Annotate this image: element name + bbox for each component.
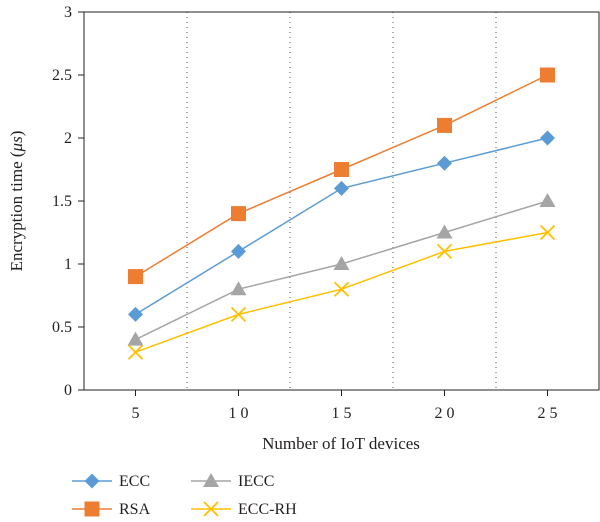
data-point <box>436 224 453 239</box>
y-axis-label: Encryption time (μs) <box>7 131 26 272</box>
data-point <box>333 256 350 270</box>
data-point <box>540 130 555 146</box>
x-tick-label: 5 <box>132 405 140 422</box>
series-line <box>135 200 548 341</box>
legend-label: ECC <box>119 473 150 490</box>
legend-label: IECC <box>238 473 274 490</box>
legend-swatch-marker <box>203 501 219 517</box>
x-axis: 5 1 0 1 5 2 0 2 5 <box>132 390 558 422</box>
legend-swatch-marker <box>84 501 100 517</box>
legend-item-rsa: RSA <box>72 501 151 518</box>
data-point <box>127 344 144 360</box>
data-point <box>539 224 556 241</box>
data-point <box>230 306 247 323</box>
y-tick-label: 1.5 <box>52 193 72 210</box>
series-ecc-rh <box>127 224 556 360</box>
data-point <box>437 155 452 171</box>
y-axis: 0 0.5 1 1.5 2 2.5 3 <box>52 4 84 399</box>
y-tick-label: 0 <box>64 382 72 399</box>
data-point <box>540 67 555 83</box>
data-point <box>334 180 349 196</box>
series-iecc <box>127 193 556 346</box>
data-point <box>127 331 144 346</box>
data-point <box>539 193 556 207</box>
plot-area <box>83 11 600 391</box>
series-rsa <box>128 67 555 285</box>
data-point <box>437 117 452 133</box>
y-axis-label-suffix: ) <box>7 131 26 137</box>
y-axis-label-text: Encryption time ( <box>7 151 26 271</box>
x-tick-label: 1 0 <box>229 405 249 422</box>
data-point <box>231 206 246 222</box>
legend-label: RSA <box>119 501 151 518</box>
series-ecc <box>128 130 555 322</box>
legend-item-ecc-rh: ECC-RH <box>191 501 297 518</box>
y-axis-label-unit: μs <box>7 136 26 153</box>
y-tick-label: 2.5 <box>52 67 72 84</box>
legend-swatch-marker <box>203 473 219 487</box>
x-tick-label: 1 5 <box>332 405 352 422</box>
legend-label: ECC-RH <box>238 501 297 518</box>
y-tick-label: 0.5 <box>52 319 72 336</box>
legend-item-iecc: IECC <box>191 473 274 490</box>
legend: ECC RSA IECC ECC-RH <box>72 473 297 518</box>
grid <box>186 12 497 390</box>
legend-item-ecc: ECC <box>72 473 150 490</box>
data-point <box>128 306 143 322</box>
data-point <box>436 243 453 260</box>
y-tick-label: 2 <box>64 130 72 147</box>
data-point <box>334 162 349 177</box>
data-point <box>230 281 247 296</box>
series-layer <box>127 67 556 360</box>
data-point <box>333 281 350 297</box>
y-tick-label: 1 <box>64 256 72 273</box>
data-point <box>231 243 246 259</box>
x-tick-label: 2 5 <box>538 405 558 422</box>
x-tick-label: 2 0 <box>435 405 455 422</box>
x-axis-label: Number of IoT devices <box>262 434 420 453</box>
y-tick-label: 3 <box>64 4 72 21</box>
series-line <box>135 231 548 353</box>
data-point <box>128 269 143 285</box>
legend-swatch-marker <box>84 473 100 489</box>
